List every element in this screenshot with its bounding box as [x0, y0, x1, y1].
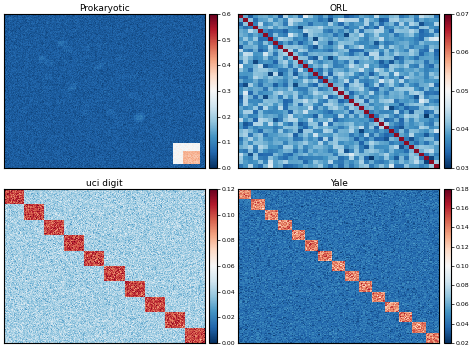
Title: Prokaryotic: Prokaryotic [79, 4, 130, 13]
Title: ORL: ORL [330, 4, 348, 13]
Title: Yale: Yale [330, 179, 348, 188]
Title: uci digit: uci digit [86, 179, 123, 188]
